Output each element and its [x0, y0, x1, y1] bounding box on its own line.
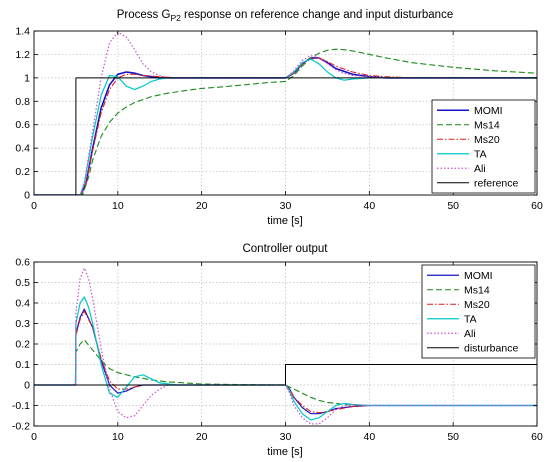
x-tick-label: 60	[531, 200, 543, 212]
series-line-ms20	[34, 57, 537, 195]
legend-label-momi: MOMI	[474, 105, 503, 117]
x-tick-label: 10	[112, 200, 124, 212]
y-tick-label: 0.3	[15, 318, 30, 330]
y-tick-label: 0	[24, 380, 30, 392]
bottom-chart-xlabel: time [s]	[267, 446, 302, 458]
legend-label-ms14: Ms14	[474, 120, 500, 132]
x-tick-label: 20	[196, 431, 208, 443]
y-tick-label: 0.5	[15, 277, 30, 289]
x-tick-label: 60	[531, 431, 543, 443]
x-tick-label: 50	[447, 431, 459, 443]
y-tick-label: 0	[24, 190, 30, 202]
legend-box	[421, 264, 536, 359]
legend-label-ms20: Ms20	[464, 299, 490, 311]
legend-label-ms20: Ms20	[474, 134, 500, 146]
y-tick-label: 1	[24, 72, 30, 84]
y-tick-label: 0.4	[15, 143, 30, 155]
x-tick-label: 10	[112, 431, 124, 443]
legend-label-ms14: Ms14	[464, 285, 490, 297]
x-tick-label: 30	[280, 200, 292, 212]
x-tick-label: 0	[31, 200, 37, 212]
y-tick-label: 0.2	[15, 339, 30, 351]
legend-label-ali: Ali	[474, 163, 486, 175]
y-tick-label: 1.2	[15, 49, 30, 61]
x-tick-label: 20	[196, 200, 208, 212]
legend-label-ali: Ali	[464, 328, 476, 340]
legend-box	[431, 99, 536, 194]
legend-label-disturbance: disturbance	[464, 343, 518, 355]
y-tick-label: 1.4	[15, 26, 30, 38]
x-tick-label: 0	[31, 431, 37, 443]
top-chart-title: Process GP2 response on reference change…	[117, 9, 453, 23]
legend-label-ta: TA	[474, 149, 487, 161]
top-chart: Process GP2 response on reference change…	[15, 9, 543, 227]
x-tick-label: 50	[447, 200, 459, 212]
legend-label-momi: MOMI	[464, 270, 493, 282]
series-line-ms20	[34, 310, 537, 414]
y-tick-label: 0.2	[15, 166, 30, 178]
bottom-chart: Controller output time [s] 0 10 20 30 40 50 60…	[12, 243, 543, 458]
legend-label-reference: reference	[474, 178, 519, 190]
top-chart-xlabel: time [s]	[267, 215, 302, 227]
y-tick-label: 0.6	[15, 257, 30, 269]
x-tick-label: 40	[363, 431, 375, 443]
x-tick-label: 40	[363, 200, 375, 212]
x-tick-label: 30	[280, 431, 292, 443]
legend-label-ta: TA	[464, 314, 477, 326]
y-tick-label: 0.1	[15, 359, 30, 371]
bottom-chart-title: Controller output	[242, 243, 328, 255]
series-group	[34, 267, 537, 425]
series-line-disturbance	[34, 364, 537, 386]
series-line-ms14	[34, 48, 537, 195]
y-tick-label: 0.4	[15, 298, 30, 310]
legend: MOMI Ms14 Ms20 TA Ali reference	[431, 99, 536, 194]
y-tick-label: -0.2	[12, 421, 30, 433]
y-tick-label: -0.1	[12, 400, 30, 412]
series-line-reference	[34, 77, 537, 195]
y-tick-label: 0.6	[15, 119, 30, 131]
y-tick-label: 0.8	[15, 96, 30, 108]
series-group	[34, 31, 537, 195]
legend: MOMI Ms14 Ms20 TA Ali disturbance	[421, 264, 536, 359]
